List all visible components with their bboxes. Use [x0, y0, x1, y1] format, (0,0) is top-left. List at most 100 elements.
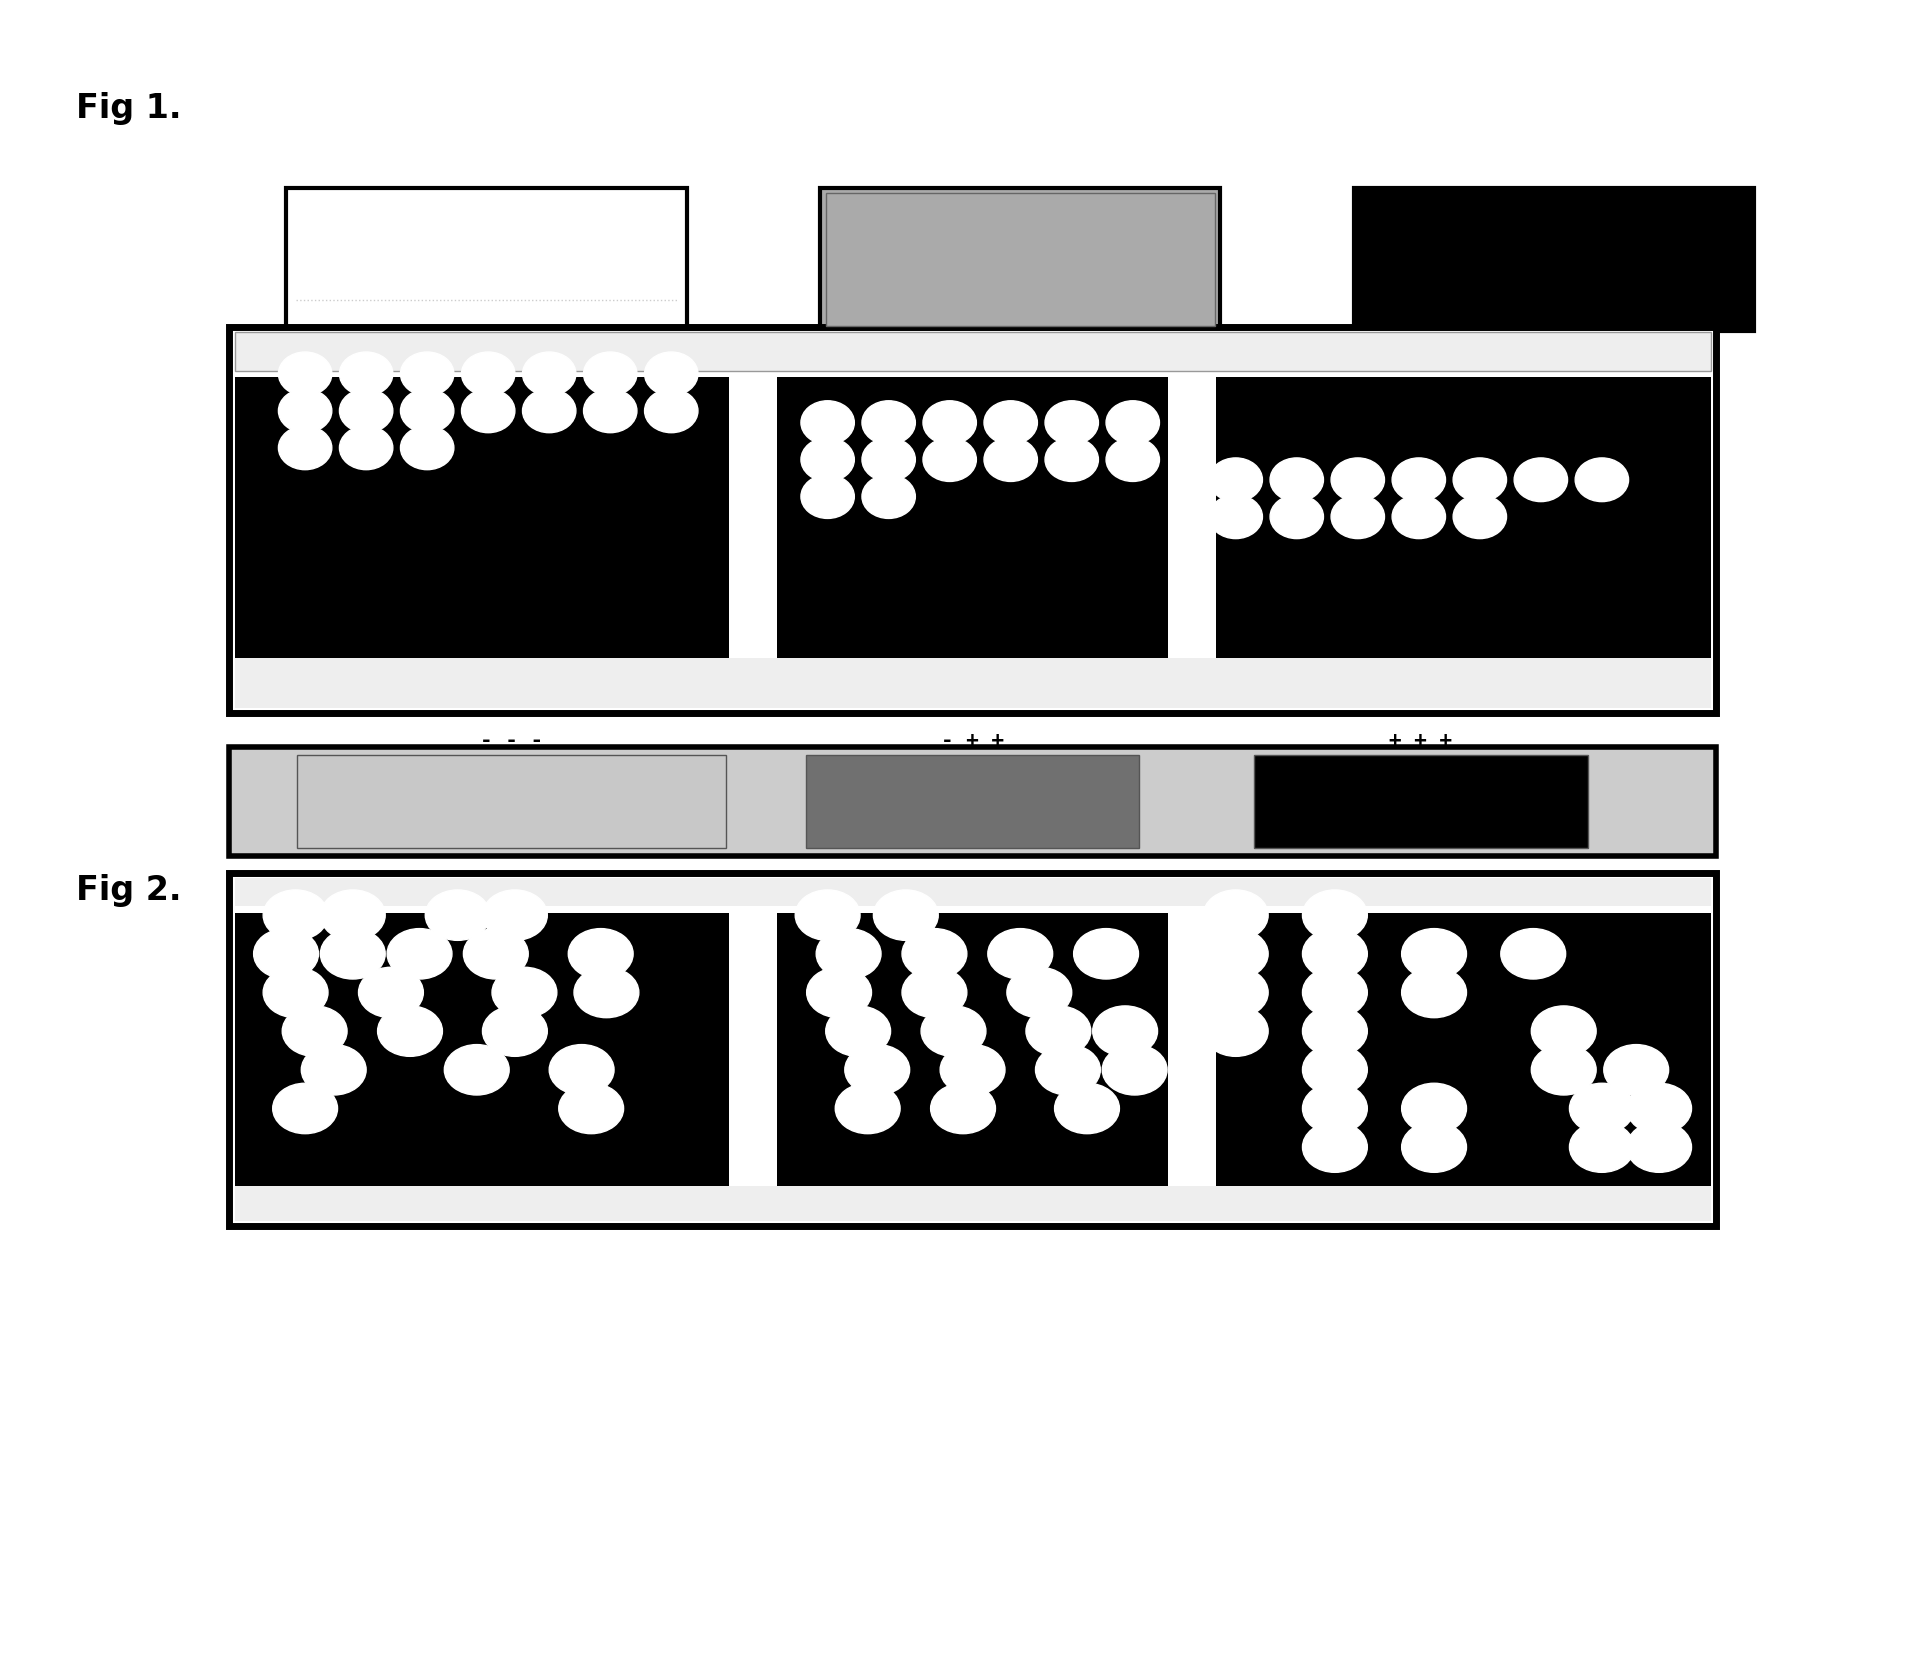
Bar	[1167, 914, 1217, 1186]
Ellipse shape	[645, 353, 698, 396]
Bar	[235, 333, 1711, 371]
Ellipse shape	[339, 390, 393, 433]
Ellipse shape	[984, 438, 1037, 482]
Ellipse shape	[584, 353, 637, 396]
Bar	[297, 756, 727, 848]
Bar	[826, 195, 1215, 328]
Ellipse shape	[862, 402, 915, 445]
Text: - - -: - - -	[1522, 353, 1587, 371]
Ellipse shape	[425, 890, 490, 941]
Ellipse shape	[278, 427, 332, 470]
Bar	[235, 879, 1711, 907]
Ellipse shape	[1270, 459, 1323, 502]
Ellipse shape	[482, 1006, 547, 1057]
Ellipse shape	[1209, 459, 1262, 502]
Ellipse shape	[320, 890, 385, 941]
Ellipse shape	[1203, 890, 1268, 941]
Ellipse shape	[523, 390, 576, 433]
Ellipse shape	[1102, 1045, 1167, 1095]
Bar	[235, 659, 1711, 709]
Ellipse shape	[339, 353, 393, 396]
Ellipse shape	[378, 1006, 442, 1057]
Ellipse shape	[1402, 1084, 1466, 1134]
Ellipse shape	[1106, 402, 1159, 445]
Ellipse shape	[463, 929, 528, 979]
Ellipse shape	[1569, 1084, 1634, 1134]
Ellipse shape	[263, 890, 328, 941]
Ellipse shape	[807, 968, 871, 1018]
Bar	[229, 748, 1716, 857]
Text: - - +: - - +	[988, 353, 1053, 371]
Ellipse shape	[1392, 496, 1446, 539]
Ellipse shape	[921, 1006, 986, 1057]
Text: Fig 1.: Fig 1.	[76, 92, 181, 126]
Ellipse shape	[1302, 1045, 1367, 1095]
Ellipse shape	[359, 968, 423, 1018]
Ellipse shape	[1302, 1122, 1367, 1173]
Ellipse shape	[902, 968, 967, 1018]
Ellipse shape	[1055, 1084, 1119, 1134]
Ellipse shape	[902, 929, 967, 979]
Ellipse shape	[1331, 459, 1384, 502]
Bar	[1167, 378, 1217, 659]
Ellipse shape	[862, 438, 915, 482]
Ellipse shape	[873, 890, 938, 941]
Ellipse shape	[1604, 1045, 1669, 1095]
Text: + + +: + + +	[454, 353, 519, 371]
Ellipse shape	[1302, 1084, 1367, 1134]
Ellipse shape	[254, 929, 318, 979]
Ellipse shape	[1402, 968, 1466, 1018]
Ellipse shape	[1045, 402, 1098, 445]
Ellipse shape	[273, 1084, 338, 1134]
Ellipse shape	[278, 390, 332, 433]
Ellipse shape	[1026, 1006, 1091, 1057]
Ellipse shape	[559, 1084, 624, 1134]
Bar	[286, 190, 687, 333]
Ellipse shape	[645, 390, 698, 433]
Ellipse shape	[1569, 1122, 1634, 1173]
Bar	[805, 756, 1138, 848]
Ellipse shape	[1203, 929, 1268, 979]
Bar	[1354, 190, 1754, 333]
Ellipse shape	[801, 402, 854, 445]
Ellipse shape	[301, 1045, 366, 1095]
Ellipse shape	[1209, 496, 1262, 539]
Ellipse shape	[574, 968, 639, 1018]
Bar	[728, 378, 778, 659]
Ellipse shape	[1575, 459, 1629, 502]
Ellipse shape	[1270, 496, 1323, 539]
Ellipse shape	[482, 890, 547, 941]
Ellipse shape	[400, 390, 454, 433]
Ellipse shape	[795, 890, 860, 941]
Ellipse shape	[1045, 438, 1098, 482]
Bar	[820, 190, 1220, 333]
Ellipse shape	[835, 1084, 900, 1134]
Ellipse shape	[263, 968, 328, 1018]
Ellipse shape	[1402, 929, 1466, 979]
Ellipse shape	[862, 475, 915, 519]
Bar	[229, 328, 1716, 714]
Ellipse shape	[568, 929, 633, 979]
Ellipse shape	[387, 929, 452, 979]
Ellipse shape	[1203, 968, 1268, 1018]
Bar	[235, 378, 1711, 659]
Ellipse shape	[1302, 890, 1367, 941]
Ellipse shape	[1074, 929, 1138, 979]
Text: + + +: + + +	[1388, 731, 1453, 751]
Bar	[235, 1186, 1711, 1221]
Bar	[728, 914, 778, 1186]
Ellipse shape	[1203, 1006, 1268, 1057]
Ellipse shape	[1036, 1045, 1100, 1095]
Ellipse shape	[1106, 438, 1159, 482]
Ellipse shape	[1302, 968, 1367, 1018]
Ellipse shape	[1392, 459, 1446, 502]
Ellipse shape	[1531, 1045, 1596, 1095]
Ellipse shape	[549, 1045, 614, 1095]
Ellipse shape	[1453, 459, 1507, 502]
Bar	[229, 874, 1716, 1226]
Ellipse shape	[1514, 459, 1568, 502]
Ellipse shape	[444, 1045, 509, 1095]
Ellipse shape	[461, 353, 515, 396]
Ellipse shape	[1627, 1084, 1692, 1134]
Ellipse shape	[278, 353, 332, 396]
